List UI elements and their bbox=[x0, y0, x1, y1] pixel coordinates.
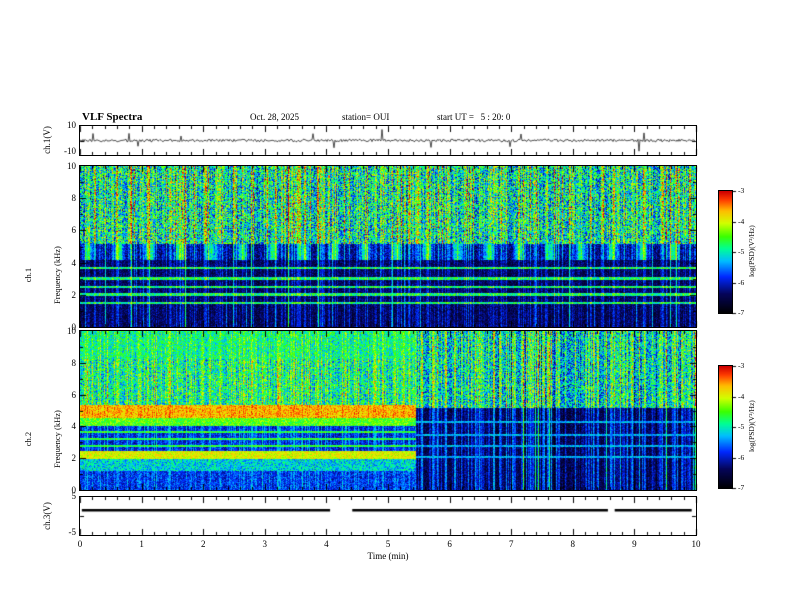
colorbar-1-tick-label: -3 bbox=[738, 186, 745, 195]
colorbar-1-tick-label: -7 bbox=[738, 308, 745, 317]
x-tick-label: 10 bbox=[691, 539, 701, 549]
ch1-spec-y-tick-label: 2 bbox=[71, 289, 77, 300]
station-label: station= OUI bbox=[342, 112, 390, 122]
colorbar-1 bbox=[718, 190, 733, 314]
ch1-wave-canvas bbox=[80, 126, 696, 155]
ch1-spec-y-tick-label: 10 bbox=[67, 161, 76, 171]
ch2-spec-y-tick-label: 8 bbox=[71, 357, 77, 368]
ch1-spec-y-tick-label: 8 bbox=[71, 193, 77, 204]
ch2-spec-y-tick-label: 4 bbox=[71, 421, 77, 432]
x-tick-label: 8 bbox=[570, 539, 576, 549]
x-tick-label: 6 bbox=[447, 539, 452, 549]
x-tick-label: 0 bbox=[77, 539, 83, 549]
ch1-wave-axis-label: ch.1(V) bbox=[42, 126, 53, 154]
colorbar-1-tick-label: -5 bbox=[738, 247, 745, 256]
colorbar-2-title: log(PSD)(V²/Hz) bbox=[746, 400, 756, 453]
ch1-spec-channel-label: ch.1 bbox=[22, 267, 33, 283]
ch2-spec-y-tick-label: 6 bbox=[71, 389, 77, 400]
ch1-spec-y-tick-label: 4 bbox=[71, 257, 77, 268]
colorbar-2-tick-label: -3 bbox=[738, 361, 745, 370]
ch1-wave-panel bbox=[79, 125, 697, 156]
ch3-wave-ymin-label: -5 bbox=[68, 527, 77, 537]
ch3-wave-axis-label: ch.3(V) bbox=[42, 502, 53, 530]
ch1-wave-ymax-label: 10 bbox=[67, 120, 76, 130]
ch2-spec-panel bbox=[79, 330, 697, 491]
colorbar-2 bbox=[718, 365, 733, 489]
plot-title: VLF Spectra bbox=[82, 111, 143, 123]
ch2-spec-y-tick-label: 2 bbox=[71, 453, 77, 464]
ch2-spec-y-tick-label: 0 bbox=[71, 485, 77, 495]
ch2-spectrogram-canvas bbox=[80, 331, 696, 490]
ch3-wave-panel bbox=[79, 496, 697, 536]
colorbar-2-tick-label: -6 bbox=[738, 452, 745, 462]
ch1-wave-ymin-label: -10 bbox=[64, 146, 76, 156]
x-tick-label: 5 bbox=[385, 539, 391, 549]
colorbar-2-tick-label: -7 bbox=[738, 483, 745, 492]
ch1-spec-y-tick-label: 0 bbox=[71, 322, 77, 332]
colorbar-1-canvas bbox=[719, 191, 732, 313]
colorbar-1-title: log(PSD)(V²/Hz) bbox=[746, 225, 756, 278]
colorbar-1-tick-label: -4 bbox=[738, 216, 745, 226]
colorbar-1-tick-label: -6 bbox=[738, 277, 745, 287]
time-axis-label: Time (min) bbox=[367, 551, 409, 561]
ch1-spectrogram-canvas bbox=[80, 166, 696, 327]
ch1-spec-y-tick-label: 6 bbox=[71, 225, 77, 236]
x-tick-label: 1 bbox=[139, 539, 144, 549]
ch2-spec-channel-label: ch.2 bbox=[22, 431, 33, 447]
start-ut-label: start UT = 5 : 20: 0 bbox=[437, 112, 511, 122]
colorbar-2-canvas bbox=[719, 366, 732, 488]
x-tick-label: 9 bbox=[632, 539, 637, 549]
x-tick-label: 4 bbox=[324, 539, 329, 549]
x-tick-label: 2 bbox=[200, 539, 206, 549]
ch1-spec-panel bbox=[79, 165, 697, 328]
date-label: Oct. 28, 2025 bbox=[250, 112, 299, 122]
ch3-wave-canvas bbox=[80, 497, 696, 535]
colorbar-2-tick-label: -5 bbox=[738, 422, 745, 431]
colorbar-2-tick-label: -4 bbox=[738, 391, 745, 401]
x-tick-label: 7 bbox=[508, 539, 514, 549]
x-tick-label: 3 bbox=[262, 539, 268, 549]
